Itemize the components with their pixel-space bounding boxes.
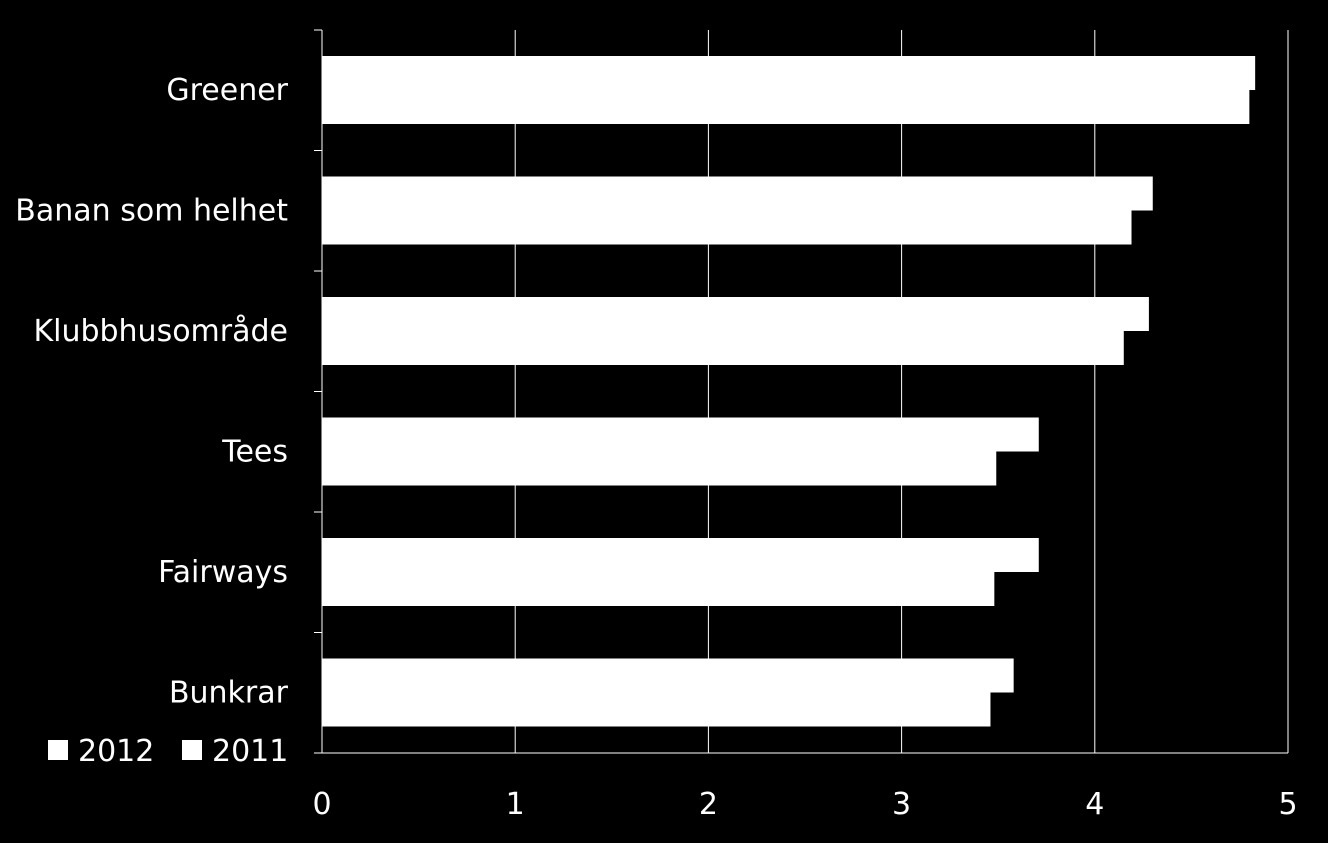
x-tick-label: 0 <box>312 787 331 822</box>
gridlines <box>514 30 1289 753</box>
tick-labels: 0 1 2 3 4 5 <box>312 787 1297 822</box>
bar-2011-4 <box>322 572 995 606</box>
legend-label-2012: 2012 <box>78 734 154 769</box>
bar-2012-3 <box>322 417 1039 452</box>
category-label: Greener <box>166 73 288 108</box>
category-label: Tees <box>221 435 288 470</box>
legend-label-2011: 2011 <box>212 734 288 769</box>
x-tick-label: 5 <box>1278 787 1297 822</box>
bar-2012-5 <box>322 658 1014 693</box>
legend-swatch-2011 <box>182 740 202 760</box>
bar-2012-0 <box>322 56 1256 90</box>
x-tick-label: 2 <box>699 787 718 822</box>
bar-2011-2 <box>322 331 1124 365</box>
category-labels: Greener Banan som helhet Klubbhusområde Tee… <box>15 73 288 711</box>
bar-2012-2 <box>322 297 1149 331</box>
category-label: Banan som helhet <box>15 194 288 229</box>
bar-2011-5 <box>322 692 991 727</box>
category-label: Fairways <box>158 555 288 590</box>
x-tick-label: 1 <box>506 787 525 822</box>
x-tick-label: 4 <box>1085 787 1104 822</box>
bar-2012-4 <box>322 538 1039 572</box>
axes <box>314 29 1288 754</box>
bar-2011-1 <box>322 210 1132 245</box>
bar-2011-3 <box>322 451 997 486</box>
bar-2011-0 <box>322 90 1250 124</box>
x-tick-label: 3 <box>892 787 911 822</box>
legend-swatch-2012 <box>48 740 68 760</box>
legend: 2012 2011 <box>48 734 288 769</box>
bars <box>322 56 1256 727</box>
category-label: Bunkrar <box>169 676 289 711</box>
bar-2012-1 <box>322 176 1153 211</box>
category-label: Klubbhusområde <box>33 314 288 349</box>
